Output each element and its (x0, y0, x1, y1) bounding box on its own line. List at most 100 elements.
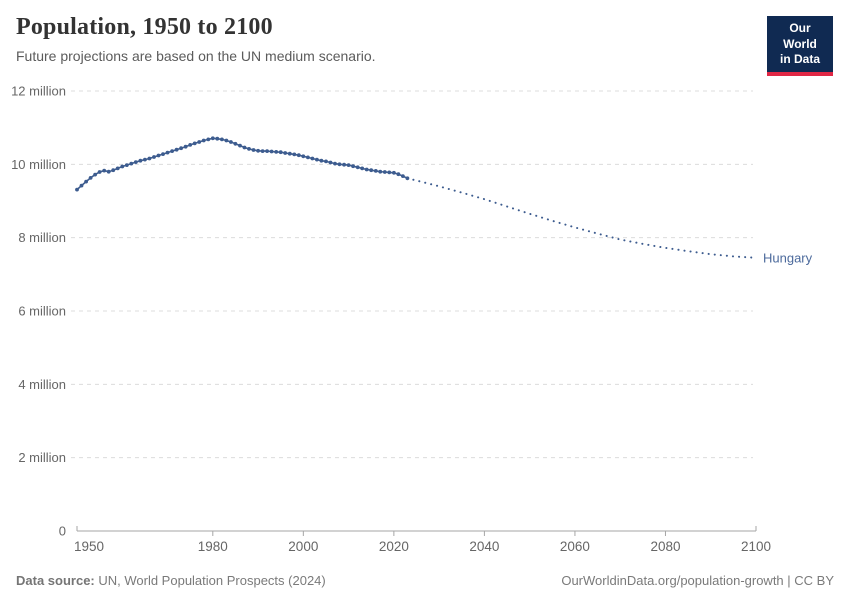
historical-series-point (296, 153, 301, 158)
historical-series-point (324, 159, 328, 164)
historical-series-point (75, 187, 79, 192)
historical-series-point (79, 183, 84, 188)
historical-series-point (210, 136, 215, 141)
historical-series-point (315, 157, 319, 162)
y-axis-tick-label: 10 million (11, 157, 66, 172)
historical-series-point (351, 164, 355, 169)
historical-series-point (364, 167, 369, 172)
historical-series-point (179, 146, 184, 151)
x-axis-tick-label: 1980 (198, 539, 228, 554)
owid-link[interactable]: OurWorldinData.org/population-growth | C… (561, 573, 834, 588)
y-axis-tick-label: 4 million (18, 377, 66, 392)
historical-series-point (333, 161, 337, 166)
entity-label-hungary[interactable]: Hungary (763, 250, 813, 265)
historical-series-point (138, 158, 143, 163)
historical-series-point (201, 138, 206, 143)
chart-footer: Data source: UN, World Population Prospe… (16, 573, 834, 588)
historical-series-point (183, 144, 188, 149)
owid-logo-line1: Our World (783, 21, 817, 51)
historical-series-point (124, 163, 129, 168)
historical-series-point (247, 147, 251, 151)
y-axis-tick-label: 2 million (18, 450, 66, 465)
historical-series-point (256, 148, 260, 153)
historical-series-point (188, 143, 193, 147)
historical-series-point (233, 141, 238, 146)
y-axis-tick-label: 0 (59, 524, 66, 539)
x-axis-tick-label: 2100 (741, 539, 771, 554)
historical-series-point (260, 149, 265, 154)
historical-series-point (274, 150, 279, 154)
historical-series-point (287, 151, 292, 156)
historical-series-point (342, 162, 346, 167)
historical-series-point (346, 163, 351, 168)
historical-series-point (156, 153, 161, 158)
historical-series-point (378, 169, 383, 174)
historical-series-point (197, 140, 202, 144)
projection-series-line[interactable] (406, 177, 757, 259)
historical-series-point (283, 151, 288, 155)
historical-series-point (382, 170, 387, 174)
historical-series-point (301, 154, 306, 159)
historical-series-point (242, 145, 247, 150)
historical-series-point (360, 166, 365, 171)
x-axis-tick-label: 2000 (288, 539, 318, 554)
historical-series-point (93, 172, 97, 177)
data-source-note: Data source: UN, World Population Prospe… (16, 573, 326, 588)
page-title: Population, 1950 to 2100 (16, 14, 273, 40)
historical-series-point (220, 137, 224, 142)
historical-series-point (238, 143, 242, 148)
historical-series-point (106, 169, 111, 174)
historical-series-point (215, 136, 220, 141)
x-axis-tick-label: 2040 (469, 539, 499, 554)
x-axis-tick-label: 2060 (560, 539, 590, 554)
x-axis-tick-label: 2020 (379, 539, 409, 554)
historical-series-point (174, 147, 179, 152)
historical-series-point (306, 155, 310, 160)
historical-series-point (161, 152, 165, 157)
historical-series-point (355, 165, 360, 170)
historical-series-point (206, 137, 211, 142)
historical-series-point (373, 169, 378, 173)
historical-series-point (269, 149, 274, 154)
historical-series-point (265, 149, 269, 154)
y-axis-tick-label: 8 million (18, 230, 66, 245)
chart-header: Population, 1950 to 2100 Future projecti… (16, 14, 740, 64)
x-axis-tick-label: 1950 (74, 539, 104, 554)
historical-series-point (328, 160, 333, 165)
historical-series-point (251, 148, 256, 152)
historical-series-point (88, 176, 93, 180)
historical-series-point (170, 149, 175, 154)
historical-series-point (292, 152, 297, 157)
historical-series-point (224, 138, 229, 143)
historical-series-point (392, 170, 396, 175)
historical-series-point (337, 162, 342, 167)
historical-series-point (319, 158, 324, 163)
historical-series-point (165, 150, 170, 155)
historical-series-point (129, 161, 134, 166)
data-source-label: Data source: (16, 573, 95, 588)
chart-subtitle: Future projections are based on the UN m… (16, 48, 376, 64)
owid-logo-line2: in Data (779, 52, 820, 67)
historical-series-point (401, 174, 405, 179)
historical-series-point (396, 172, 401, 177)
historical-series-point (278, 150, 283, 155)
historical-series-point (84, 179, 88, 184)
historical-series-point (387, 170, 392, 175)
historical-series-point (143, 157, 147, 162)
y-axis-tick-label: 12 million (11, 84, 66, 99)
historical-series-point (405, 176, 410, 181)
historical-series-point (229, 140, 233, 144)
historical-series-point (310, 156, 315, 161)
historical-series-point (111, 168, 116, 173)
owid-logo: Our World in Data (767, 16, 833, 76)
historical-series-point (152, 155, 156, 159)
x-axis-tick-label: 2080 (650, 539, 680, 554)
historical-series-point (115, 166, 120, 171)
historical-series-point (120, 164, 125, 169)
data-source-text: UN, World Population Prospects (2024) (94, 573, 326, 588)
historical-series-point (102, 168, 107, 173)
y-axis-tick-label: 6 million (18, 304, 66, 319)
historical-series-point (133, 160, 138, 165)
